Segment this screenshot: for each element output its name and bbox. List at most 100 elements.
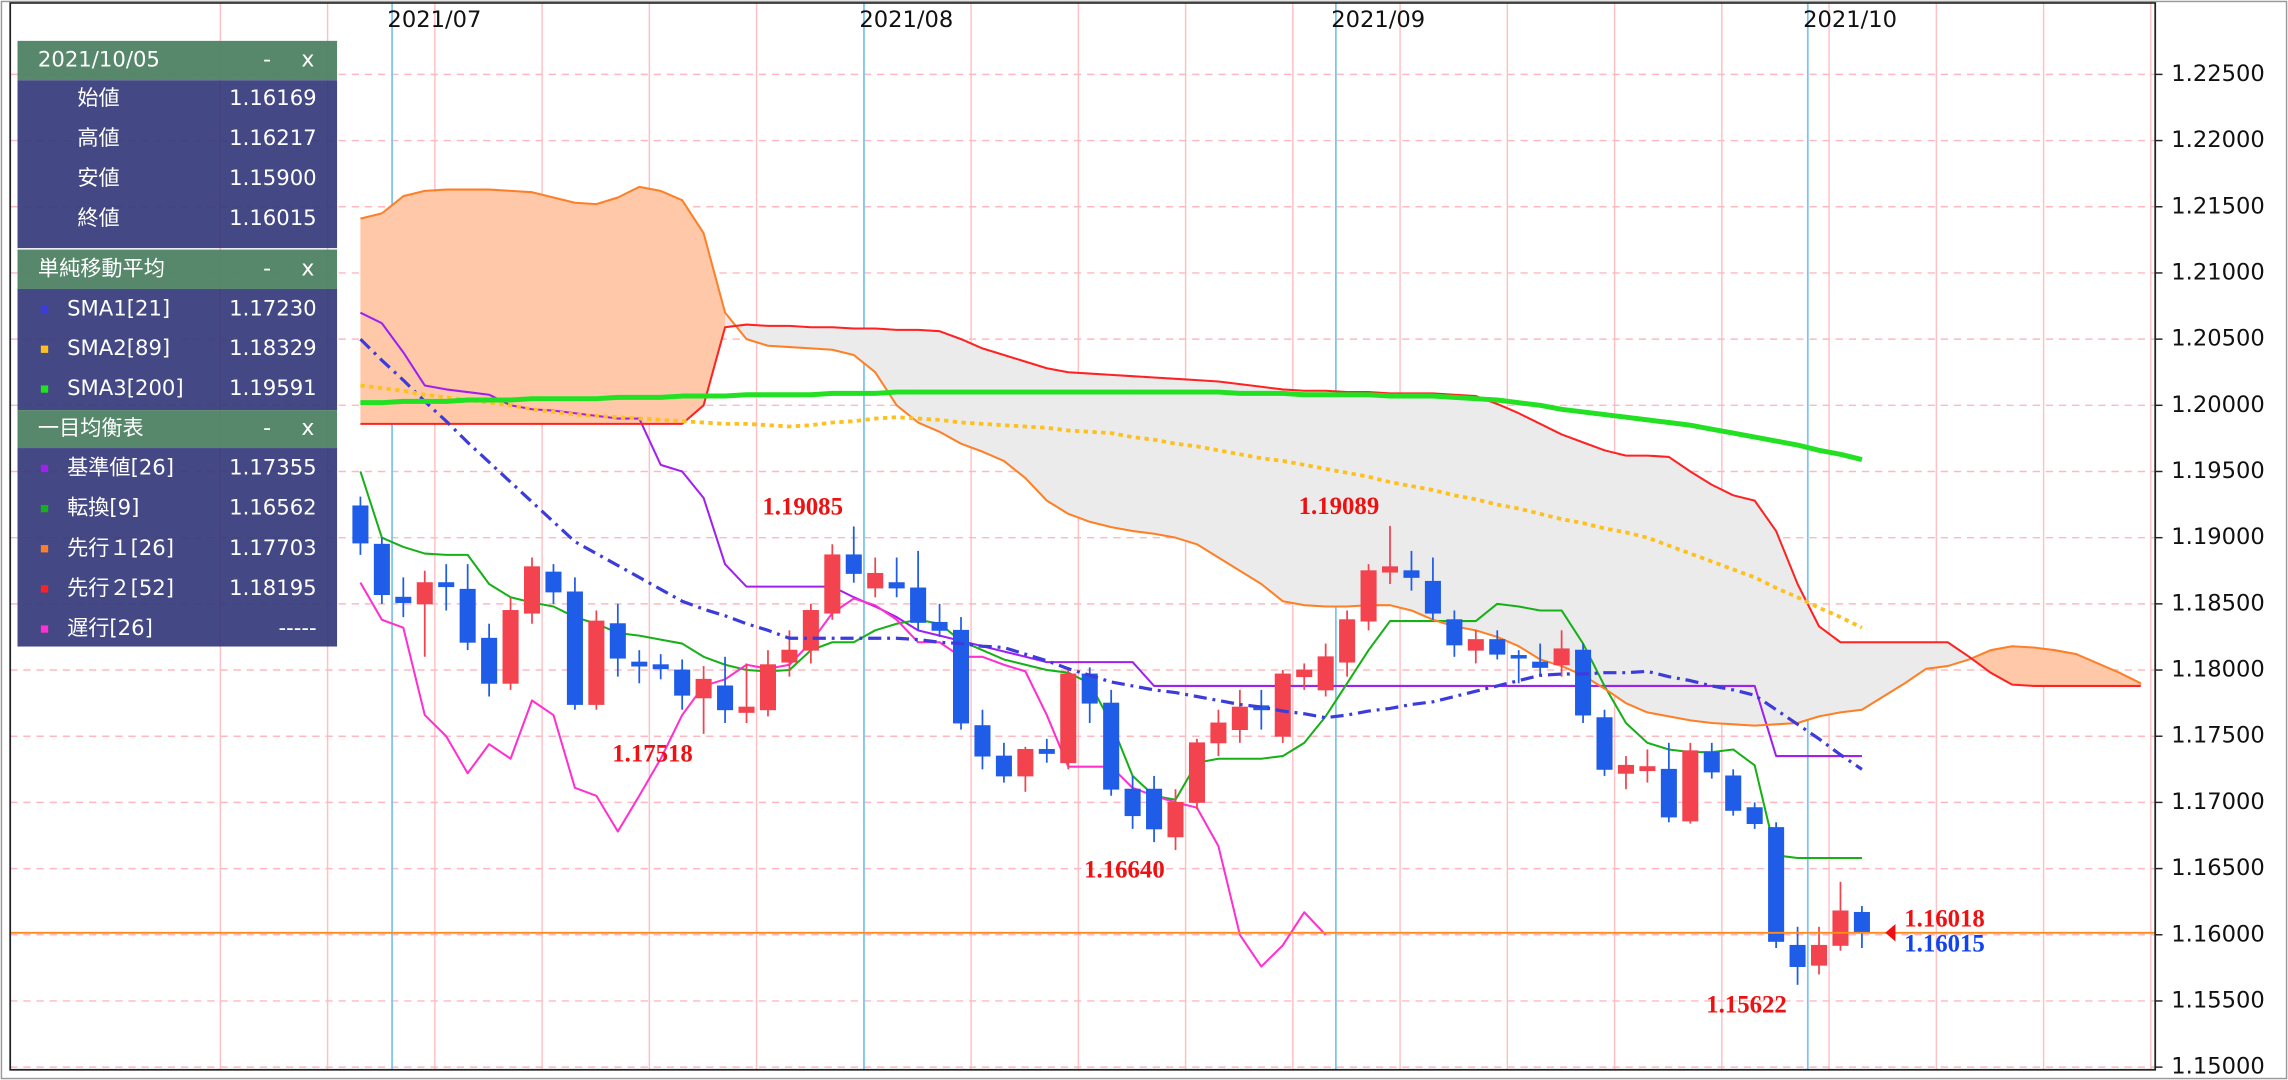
legend-label: SMA2[89] (67, 335, 170, 360)
cloud-fill (1175, 378, 1198, 545)
cloud-fill (403, 190, 426, 424)
cloud-fill (1625, 455, 1649, 713)
close-button[interactable]: x (301, 48, 314, 73)
candle-body (588, 620, 605, 705)
cloud-fill (1497, 403, 1520, 647)
axis-layer: 1.15000 1.15500 1.16000 1.16500 1.17000 1.175… (387, 7, 2264, 1080)
candle-body (1188, 742, 1205, 803)
cloud-fill (1733, 495, 1756, 726)
cloud-fill (1668, 456, 1691, 721)
cloud-fill (1390, 393, 1413, 611)
candle-body (1575, 649, 1592, 716)
cloud-fill (1111, 374, 1134, 532)
candle-body (759, 664, 776, 711)
price-marker (1885, 924, 1896, 942)
candle-body (1017, 749, 1034, 777)
candle-body (1146, 788, 1163, 830)
candle-body (566, 591, 583, 705)
cloud-fill (489, 189, 512, 424)
cloud-fill (2097, 663, 2120, 686)
cloud-fill (1583, 442, 1606, 689)
candle-body (995, 755, 1012, 777)
cloud-fill (1347, 392, 1370, 607)
candle-body (1296, 669, 1313, 678)
extreme-label: 1.15622 (1706, 991, 1787, 1018)
close-button[interactable]: x (301, 256, 314, 281)
panel-value: 1.16015 (229, 205, 316, 230)
legend-label: 基準値[26] (67, 454, 174, 479)
cloud-fill (1368, 392, 1391, 606)
panel-value: 1.16562 (229, 495, 316, 520)
candle-body (459, 588, 476, 643)
cloud-fill (1883, 642, 1906, 697)
cloud-fill (446, 189, 469, 424)
candle-body (1660, 768, 1677, 818)
panel-label: 安値 (77, 165, 119, 190)
candle-body (1789, 944, 1806, 967)
candle-body (438, 582, 455, 588)
cloud-fill (467, 189, 490, 424)
cloud-fill (2012, 646, 2035, 686)
panel-body (17, 288, 338, 411)
candle-body (1274, 673, 1291, 737)
cloud-fill (1068, 372, 1091, 522)
candle-body (781, 649, 798, 663)
minimize-button[interactable]: - (263, 48, 271, 73)
cloud-fill (574, 202, 597, 424)
legend-swatch (40, 345, 49, 353)
cloud-fill (381, 196, 404, 424)
minimize-button[interactable]: - (263, 416, 271, 441)
y-tick-label: 1.22500 (2171, 61, 2264, 87)
cloud-fill (982, 348, 1005, 461)
candle-layer (352, 496, 1870, 985)
close-button[interactable]: x (301, 416, 314, 441)
cloud-fill (939, 331, 962, 444)
cloud-fill (1454, 394, 1477, 631)
candle-body (652, 664, 669, 670)
panel-value: 1.17355 (229, 454, 316, 479)
cloud-fill (1325, 390, 1348, 607)
panel-header (17, 410, 338, 449)
cloud-fill (553, 197, 576, 424)
panel-value: ----- (278, 615, 316, 640)
legend-label: 遅行[26] (67, 615, 153, 640)
y-tick-label: 1.20000 (2171, 392, 2264, 418)
cloud-fill (682, 200, 705, 424)
cloud-fill (810, 327, 833, 350)
y-tick-label: 1.22000 (2171, 127, 2264, 153)
panel-header-title: 2021/10/05 (38, 47, 160, 72)
candle-body (631, 661, 648, 667)
candle-body (1682, 750, 1699, 822)
candle-body (1532, 661, 1549, 668)
cloud-fill (1154, 377, 1177, 538)
panel-value: 1.17703 (229, 535, 316, 560)
candle-body (1617, 764, 1634, 774)
cloud-fill (1025, 361, 1048, 501)
cloud-fill (1926, 642, 1949, 669)
cloud-layer (360, 186, 2142, 726)
panel-header-title: 単純移動平均 (38, 255, 165, 280)
candle-body (695, 678, 712, 699)
cloud-fill (1475, 396, 1498, 637)
candle-body (1853, 911, 1870, 934)
cloud-fill (1046, 368, 1069, 514)
cloud-fill (1861, 642, 1884, 710)
candle-body (1360, 570, 1377, 622)
cloud-fill (510, 190, 533, 424)
candle-body (867, 572, 884, 589)
y-tick-label: 1.18000 (2171, 657, 2264, 683)
cloud-fill (617, 186, 640, 424)
y-tick-label: 1.19500 (2171, 458, 2264, 484)
cloud-fill (1239, 384, 1262, 585)
extreme-label: 1.17518 (612, 740, 693, 767)
extreme-label: 1.16640 (1084, 857, 1165, 884)
candle-body (352, 505, 369, 544)
minimize-button[interactable]: - (263, 256, 271, 281)
legend-label: 先行２[52] (67, 575, 174, 600)
cloud-fill (2054, 650, 2078, 686)
candle-body (1467, 639, 1484, 651)
cloud-fill (896, 329, 919, 423)
indicator-line (359, 311, 1862, 758)
y-tick-label: 1.20500 (2171, 326, 2264, 352)
